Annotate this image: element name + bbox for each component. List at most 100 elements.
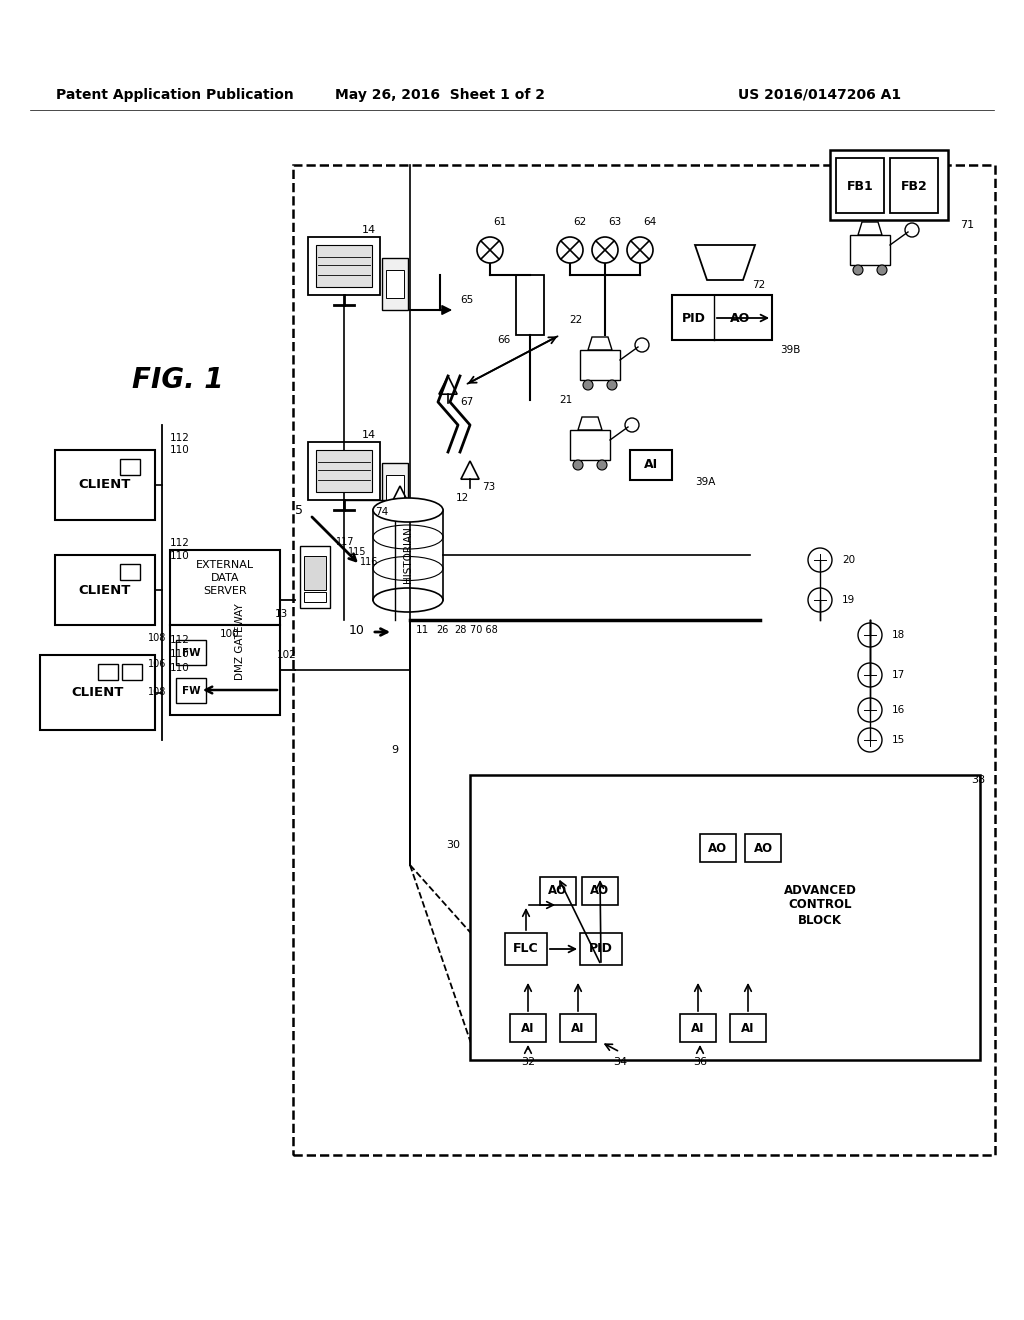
Text: 38: 38: [971, 775, 985, 785]
Bar: [98, 664, 118, 680]
Text: CLIENT: CLIENT: [79, 583, 131, 597]
Text: Patent Application Publication: Patent Application Publication: [56, 88, 294, 102]
Text: 112: 112: [170, 433, 189, 444]
Circle shape: [858, 698, 882, 722]
Text: 112: 112: [170, 539, 189, 548]
Text: 110: 110: [170, 445, 189, 455]
Bar: [470, 775, 980, 1060]
Bar: [176, 640, 206, 665]
Text: 110: 110: [170, 550, 189, 561]
Text: 112: 112: [170, 635, 189, 645]
Text: AI: AI: [644, 458, 658, 471]
Text: 32: 32: [521, 1057, 536, 1067]
Circle shape: [858, 729, 882, 752]
Bar: [505, 933, 547, 965]
Bar: [55, 554, 155, 624]
Text: 110: 110: [170, 649, 189, 659]
Text: AI: AI: [571, 1022, 585, 1035]
Bar: [300, 546, 330, 609]
Bar: [890, 158, 938, 213]
Bar: [580, 350, 620, 380]
Circle shape: [573, 459, 583, 470]
Circle shape: [557, 238, 583, 263]
Bar: [316, 450, 372, 492]
Circle shape: [477, 238, 503, 263]
Bar: [560, 1014, 596, 1041]
Text: CONTROL: CONTROL: [788, 899, 852, 912]
Text: 67: 67: [460, 397, 473, 407]
Bar: [570, 430, 610, 459]
Bar: [308, 442, 380, 500]
Text: 10: 10: [349, 623, 365, 636]
Bar: [540, 876, 575, 906]
Text: FW: FW: [181, 686, 201, 696]
Text: 117: 117: [336, 537, 354, 546]
Text: 14: 14: [362, 430, 376, 440]
Text: AI: AI: [521, 1022, 535, 1035]
Circle shape: [858, 623, 882, 647]
Text: 115: 115: [348, 546, 367, 557]
Bar: [386, 271, 404, 298]
Polygon shape: [695, 246, 755, 280]
Text: AO: AO: [754, 842, 772, 854]
Text: 65: 65: [460, 294, 473, 305]
Bar: [40, 655, 155, 730]
Text: 30: 30: [446, 840, 460, 850]
Text: 11: 11: [416, 624, 429, 635]
Text: 64: 64: [643, 216, 656, 227]
Text: 72: 72: [752, 280, 765, 290]
Circle shape: [877, 265, 887, 275]
Text: 22: 22: [569, 315, 583, 325]
Bar: [700, 834, 736, 862]
Bar: [510, 1014, 546, 1041]
Text: 17: 17: [892, 671, 905, 680]
Text: DMZ GATEWAY: DMZ GATEWAY: [234, 603, 245, 680]
Bar: [382, 463, 408, 515]
Bar: [120, 459, 140, 475]
Circle shape: [858, 663, 882, 686]
Bar: [304, 556, 326, 590]
Text: DATA: DATA: [211, 573, 240, 583]
Text: 9: 9: [391, 744, 398, 755]
Text: AO: AO: [591, 884, 609, 898]
Bar: [672, 294, 772, 341]
Bar: [308, 238, 380, 294]
Text: 18: 18: [892, 630, 905, 640]
Text: 13: 13: [274, 609, 288, 619]
Text: FLC: FLC: [513, 942, 539, 956]
Text: AO: AO: [549, 884, 567, 898]
Text: CLIENT: CLIENT: [79, 479, 131, 491]
Text: FB1: FB1: [847, 180, 873, 193]
Text: 28: 28: [454, 624, 466, 635]
Text: AI: AI: [741, 1022, 755, 1035]
Text: 102: 102: [278, 649, 297, 660]
Circle shape: [597, 459, 607, 470]
Circle shape: [607, 380, 617, 389]
Text: 61: 61: [494, 216, 507, 227]
Text: 21: 21: [560, 395, 573, 405]
Text: FW: FW: [181, 648, 201, 657]
Circle shape: [583, 380, 593, 389]
Text: US 2016/0147206 A1: US 2016/0147206 A1: [738, 88, 901, 102]
Bar: [836, 158, 884, 213]
Text: 39A: 39A: [695, 477, 716, 487]
Bar: [830, 150, 948, 220]
Circle shape: [627, 238, 653, 263]
Bar: [582, 876, 618, 906]
Circle shape: [808, 548, 831, 572]
Text: SERVER: SERVER: [203, 586, 247, 597]
Bar: [730, 1014, 766, 1041]
Bar: [386, 475, 404, 503]
Bar: [176, 678, 206, 704]
Text: 63: 63: [608, 216, 622, 227]
Text: FIG. 1: FIG. 1: [132, 366, 224, 393]
Text: 14: 14: [362, 224, 376, 235]
Bar: [170, 624, 280, 715]
Text: 71: 71: [961, 220, 974, 230]
Circle shape: [592, 238, 618, 263]
Bar: [316, 246, 372, 286]
Text: PID: PID: [682, 312, 706, 325]
Bar: [680, 1014, 716, 1041]
Text: 108: 108: [147, 686, 166, 697]
Text: 62: 62: [573, 216, 587, 227]
